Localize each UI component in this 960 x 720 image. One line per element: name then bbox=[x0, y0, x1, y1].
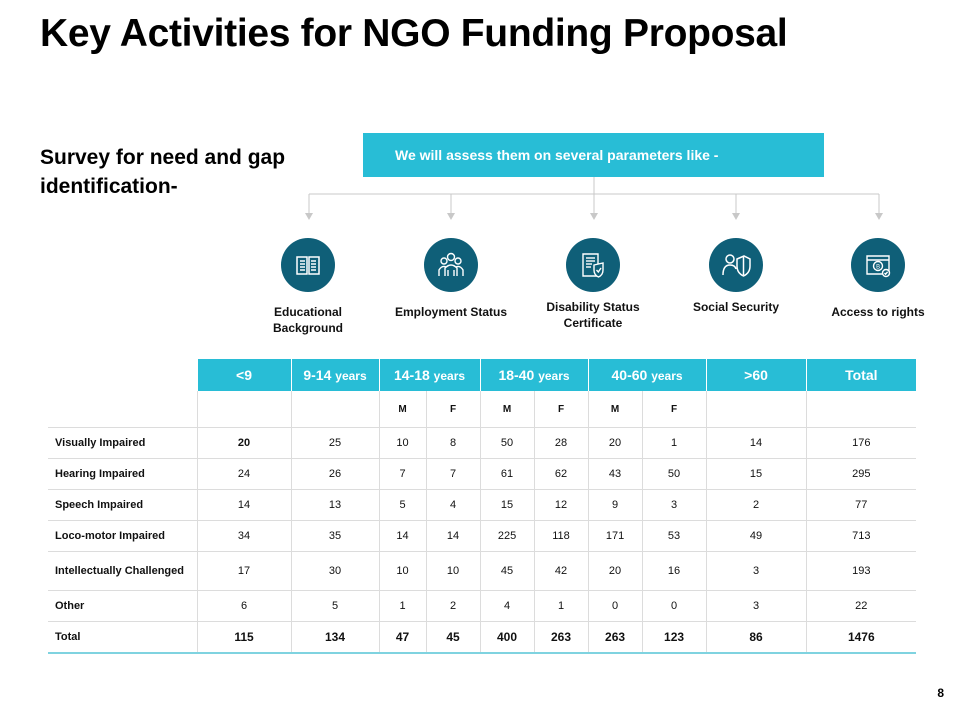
svg-text:B: B bbox=[876, 264, 880, 271]
arrow-down-icon bbox=[875, 213, 883, 220]
parameters-banner: We will assess them on several parameter… bbox=[363, 133, 824, 177]
gender-cell: F bbox=[425, 391, 481, 428]
gender-cell: M bbox=[479, 391, 535, 428]
slide-title: Key Activities for NGO Funding Proposal bbox=[40, 12, 788, 55]
row-label: Loco-motor Impaired bbox=[48, 520, 197, 552]
gender-cell: M bbox=[378, 391, 426, 428]
page-number: 8 bbox=[937, 686, 944, 700]
parameter-label: Access to rights bbox=[831, 305, 925, 319]
gender-cell: F bbox=[641, 391, 707, 428]
header-cell: <9 bbox=[196, 359, 291, 391]
table-header-row: <9 9-14 years 14-18 years 18-40 years 40… bbox=[48, 359, 917, 391]
row-label: Speech Impaired bbox=[48, 489, 197, 521]
parameter-educational-background: Educational Background bbox=[238, 238, 378, 335]
table-row: Visually Impaired 20 25 10 8 50 28 20 1 … bbox=[48, 427, 917, 459]
table-row: Other 6 5 1 2 4 1 0 0 3 22 bbox=[48, 590, 917, 622]
parameter-label: Employment Status bbox=[394, 305, 508, 319]
header-blank-cell bbox=[48, 359, 197, 391]
gender-row: M F M F M F bbox=[48, 391, 917, 428]
header-cell: 14-18 years bbox=[378, 359, 481, 391]
gender-cell: F bbox=[533, 391, 589, 428]
arrow-down-icon bbox=[732, 213, 740, 220]
header-cell: 18-40 years bbox=[479, 359, 589, 391]
row-label: Intellectually Challenged bbox=[48, 551, 197, 591]
parameter-label: Disability Status Certificate bbox=[546, 300, 640, 330]
parameter-label: Educational Background bbox=[272, 305, 343, 335]
bitcoin-document-icon: B bbox=[851, 238, 905, 292]
table-row: Hearing Impaired 24 26 7 7 61 62 43 50 1… bbox=[48, 458, 917, 490]
header-cell: 9-14 years bbox=[290, 359, 379, 391]
row-label: Total bbox=[48, 621, 197, 654]
row-label: Other bbox=[48, 590, 197, 622]
parameter-access-to-rights: B Access to rights bbox=[808, 238, 948, 319]
person-shield-icon bbox=[709, 238, 763, 292]
arrow-down-icon bbox=[447, 213, 455, 220]
row-label: Visually Impaired bbox=[48, 427, 197, 459]
disability-survey-table: <9 9-14 years 14-18 years 18-40 years 40… bbox=[48, 359, 917, 654]
book-icon bbox=[281, 238, 335, 292]
row-label: Hearing Impaired bbox=[48, 458, 197, 490]
parameter-label: Social Security bbox=[692, 300, 780, 314]
header-cell: Total bbox=[805, 359, 917, 391]
table-total-row: Total 115 134 47 45 400 263 263 123 86 1… bbox=[48, 621, 917, 654]
header-cell: 40-60 years bbox=[587, 359, 707, 391]
parameter-employment-status: Employment Status bbox=[381, 238, 521, 319]
table-row: Intellectually Challenged 17 30 10 10 45… bbox=[48, 551, 917, 591]
parameter-disability-status-certificate: Disability Status Certificate bbox=[523, 238, 663, 330]
table-row: Speech Impaired 14 13 5 4 15 12 9 3 2 77 bbox=[48, 489, 917, 521]
section-subtitle: Survey for need and gap identification- bbox=[40, 146, 286, 198]
table-row: Loco-motor Impaired 34 35 14 14 225 118 … bbox=[48, 520, 917, 552]
people-group-icon bbox=[424, 238, 478, 292]
connector-lines bbox=[305, 177, 883, 220]
header-cell: >60 bbox=[705, 359, 807, 391]
parameter-social-security: Social Security bbox=[666, 238, 806, 314]
gender-cell: M bbox=[587, 391, 643, 428]
arrow-down-icon bbox=[590, 213, 598, 220]
arrow-down-icon bbox=[305, 213, 313, 220]
certificate-shield-icon bbox=[566, 238, 620, 292]
